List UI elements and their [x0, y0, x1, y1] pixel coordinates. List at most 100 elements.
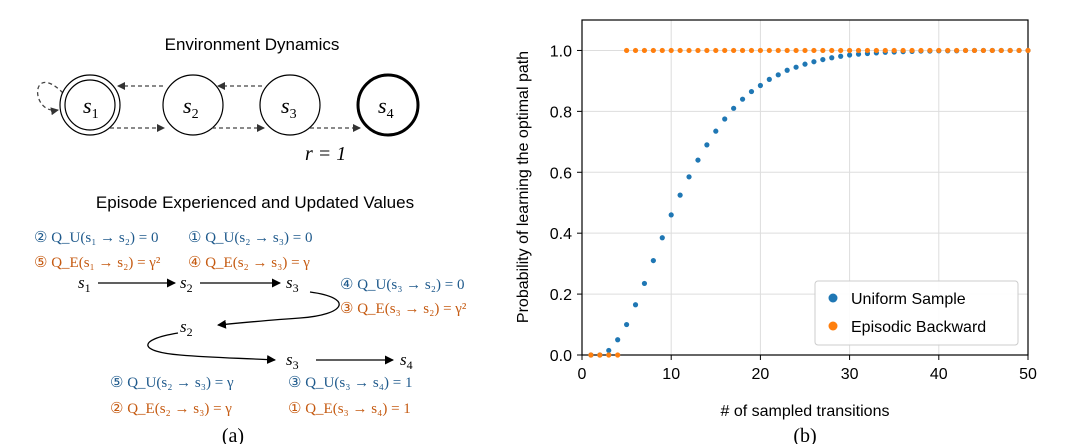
y-tick-label: 0.0 — [550, 348, 572, 365]
episodic-point — [695, 47, 701, 54]
uniform-point — [650, 257, 656, 264]
episodic-point — [998, 47, 1004, 54]
episodic-point — [882, 47, 888, 54]
plot-frame — [581, 19, 1029, 356]
uniform-point — [855, 51, 862, 57]
state-s2: s2 — [162, 74, 224, 136]
episodic-point — [686, 47, 692, 54]
y-axis-label: Probability of learning the optimal path — [515, 51, 532, 323]
update-qu-s1-s2: ② Q_U(s₁ → s₂) = 0 — [34, 230, 158, 246]
episodic-point — [918, 47, 924, 54]
episodic-point — [757, 47, 764, 54]
uniform-point — [784, 67, 790, 73]
dynamics-title: Environment Dynamics — [165, 35, 340, 54]
uniform-point — [766, 76, 772, 82]
ep-arrow-4 — [147, 332, 276, 365]
update-qu-s3-s2: ④ Q_U(s₃ → s₂) = 0 — [340, 277, 464, 293]
state-s1: s1 — [59, 74, 121, 136]
episodic-point — [838, 47, 844, 54]
episodic-point — [641, 47, 648, 54]
episodic-point — [632, 47, 639, 54]
uniform-point — [748, 88, 755, 95]
y-ticks: 0.0 0.2 0.4 0.6 0.8 1.0 — [550, 43, 582, 365]
episodic-point — [980, 47, 987, 54]
x-axis-label: # of sampled transitions — [721, 403, 890, 420]
uniform-point — [632, 302, 639, 308]
y-tick-label: 0.8 — [550, 104, 572, 121]
uniform-point — [829, 55, 835, 61]
legend: Uniform Sample Episodic Backward — [814, 280, 1019, 346]
episodic-point — [927, 47, 933, 54]
ep-arrow-3 — [217, 291, 340, 329]
uniform-point — [695, 157, 701, 163]
uniform-point — [820, 56, 826, 63]
episodic-point — [793, 47, 799, 54]
episodic-point — [962, 47, 969, 54]
episodic-point — [971, 47, 978, 54]
uniform-point — [641, 280, 648, 287]
x-tick-label: 0 — [578, 366, 587, 383]
uniform-point — [811, 59, 817, 65]
data-series — [588, 47, 1031, 358]
episodic-point — [847, 47, 853, 54]
caption-a: (a) — [222, 425, 244, 444]
episodic-point — [954, 47, 960, 54]
uniform-point — [606, 347, 612, 354]
y-tick-label: 0.4 — [550, 226, 572, 243]
update-qe-s2-s3: ④ Q_E(s₂ → s₃) = γ — [188, 255, 310, 271]
episodic-point — [748, 47, 755, 54]
episodic-point — [597, 352, 603, 358]
legend-label-episodic: Episodic Backward — [851, 319, 986, 336]
episodic-point — [731, 47, 737, 54]
episodic-point — [909, 47, 915, 54]
update-qu-s2-s3: ① Q_U(s₂ → s₃) = 0 — [188, 230, 312, 246]
episodic-point — [766, 47, 772, 54]
episode-title: Episode Experienced and Updated Values — [96, 193, 414, 212]
episodic-point — [936, 47, 942, 54]
legend-label-uniform: Uniform Sample — [851, 291, 966, 308]
episodic-point — [668, 47, 674, 54]
episodic-point — [588, 352, 594, 358]
ep-state-1: s1 — [78, 273, 91, 295]
update-qu-s3-s4: ③ Q_U(s₃ → s₄) = 1 — [288, 375, 412, 391]
episodic-point — [722, 47, 728, 54]
ep-state-4: s2 — [180, 317, 193, 339]
episodic-point — [713, 47, 719, 54]
uniform-point — [793, 64, 799, 70]
episodic-point — [784, 47, 790, 54]
x-tick-label: 50 — [1019, 366, 1037, 383]
episodic-point — [1007, 47, 1013, 54]
legend-box — [814, 280, 1019, 346]
panel-b-chart: 0 10 20 30 40 50 0.0 0.2 0.4 0.6 0.8 1.0 # of samp… — [515, 19, 1037, 444]
episodic-point — [1025, 47, 1031, 54]
svg-text:s2: s2 — [183, 93, 199, 122]
episodic-point — [650, 47, 656, 54]
y-tick-label: 1.0 — [550, 43, 572, 60]
uniform-point — [713, 128, 719, 134]
caption-b: (b) — [793, 425, 816, 444]
episodic-point — [811, 47, 817, 54]
uniform-point — [624, 321, 630, 328]
episodic-point — [704, 47, 710, 54]
y-tick-label: 0.2 — [550, 287, 572, 304]
uniform-point — [615, 337, 621, 343]
uniform-point — [757, 82, 764, 89]
legend-marker-episodic — [828, 321, 838, 331]
episodic-point — [1016, 47, 1022, 54]
ep-state-6: s4 — [400, 350, 413, 372]
uniform-point — [847, 52, 853, 58]
uniform-point — [677, 192, 683, 198]
episodic-point — [945, 47, 951, 54]
x-tick-label: 40 — [930, 366, 948, 383]
x-tick-label: 20 — [752, 366, 770, 383]
uniform-point — [722, 116, 728, 122]
x-tick-label: 10 — [662, 366, 680, 383]
uniform-point — [731, 105, 737, 111]
state-s4-terminal: s4 — [356, 73, 420, 137]
legend-marker-uniform — [828, 293, 838, 303]
update-qe-s3-s4: ① Q_E(s₃ → s₄) = 1 — [288, 401, 411, 417]
uniform-point — [838, 53, 844, 59]
uniform-point — [668, 212, 674, 218]
episodic-point — [677, 47, 683, 54]
